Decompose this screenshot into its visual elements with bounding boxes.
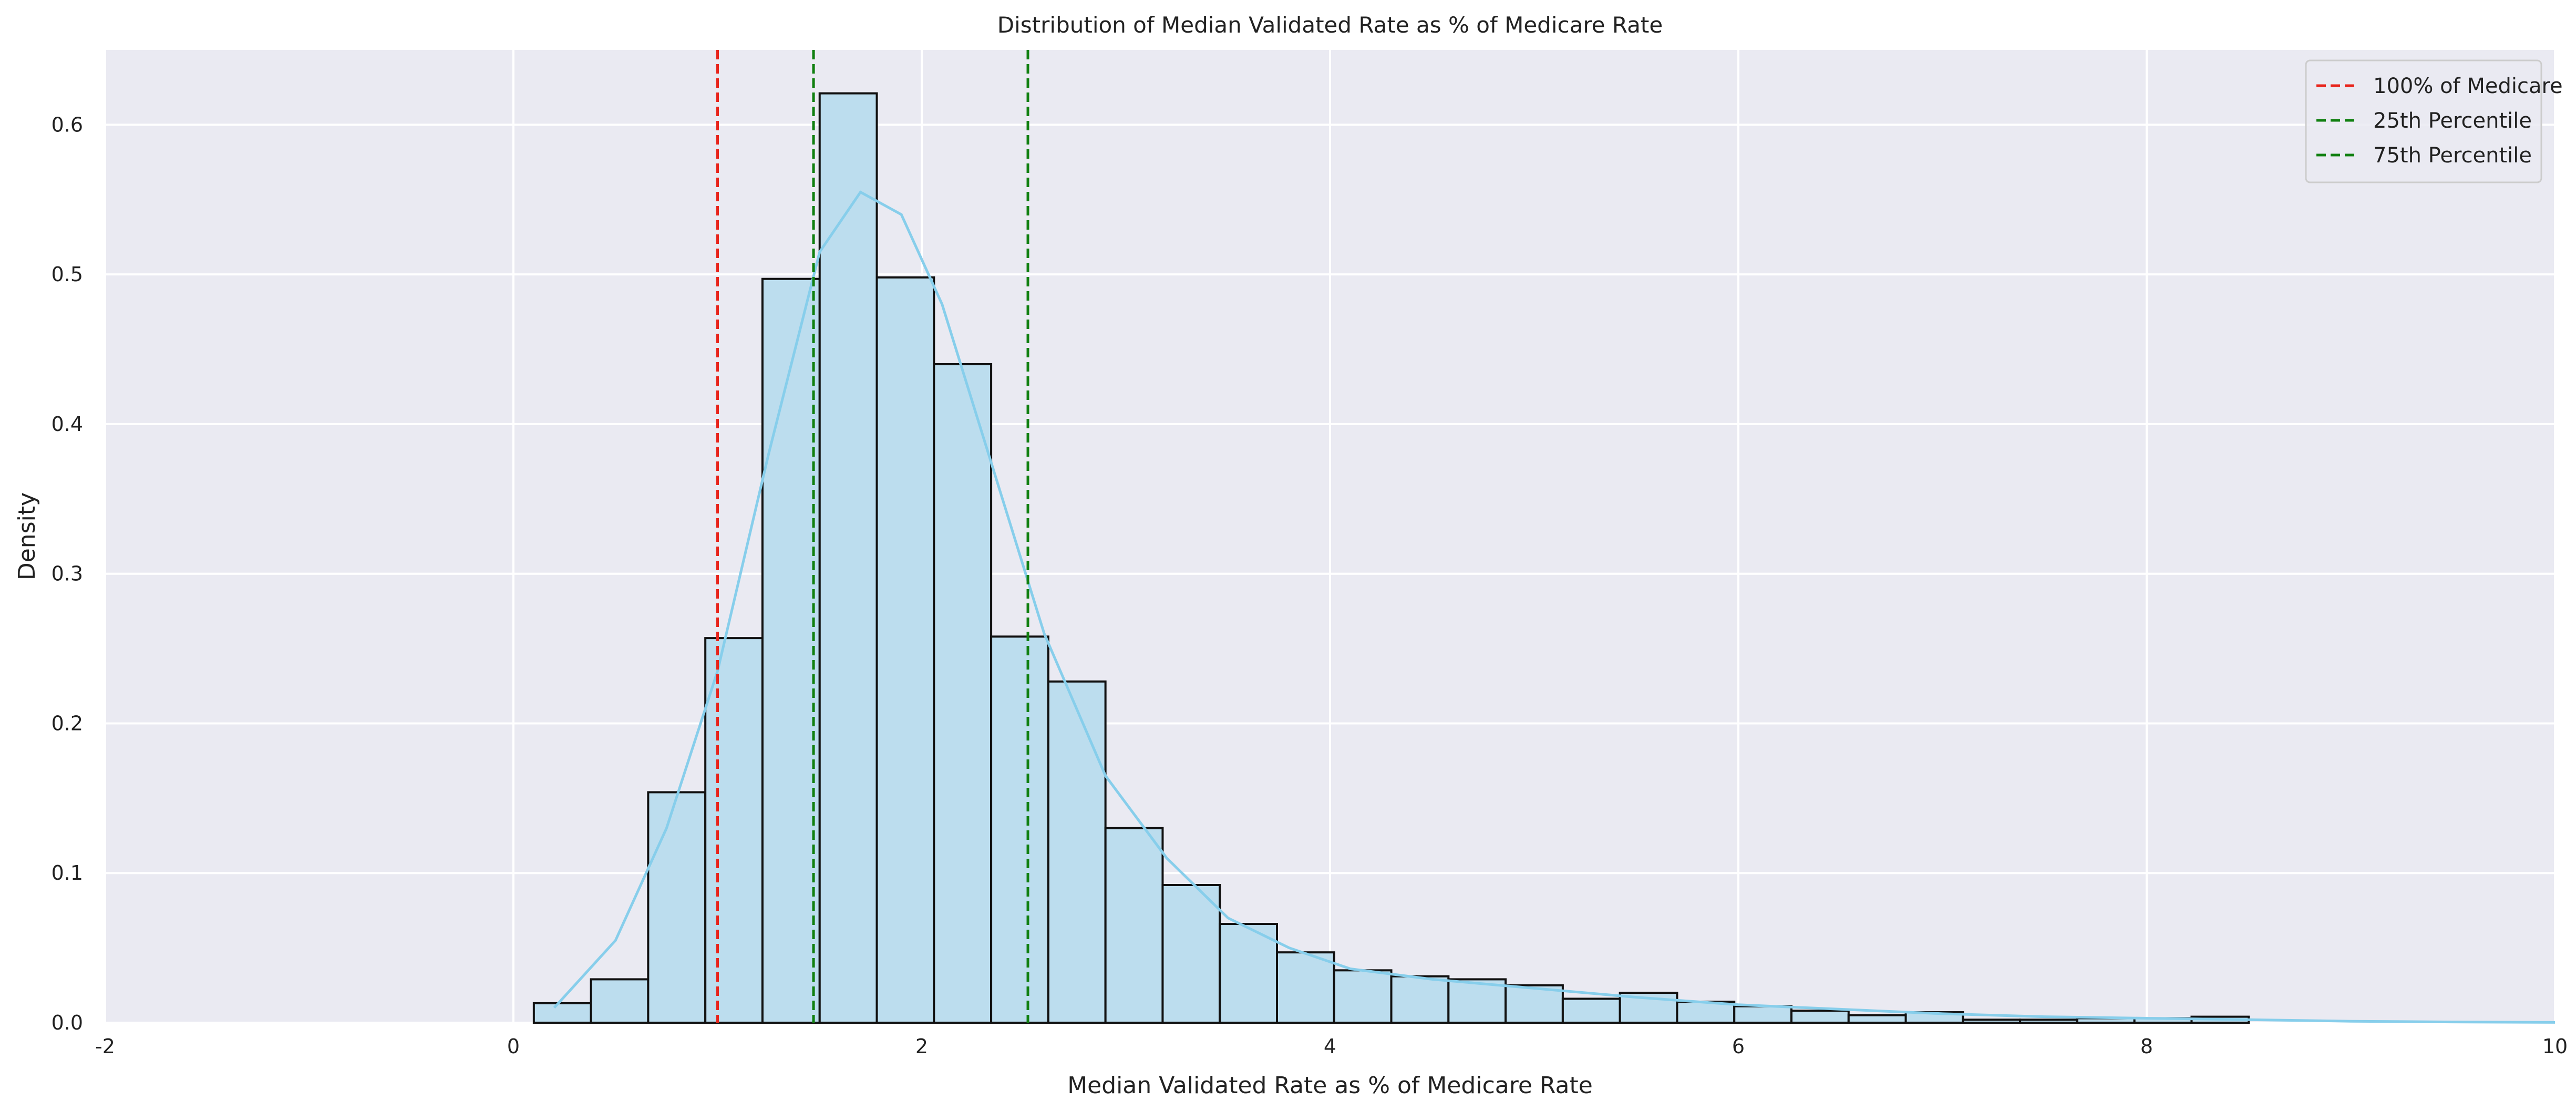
- x-tick-label: 2: [915, 1035, 928, 1058]
- legend-label: 25th Percentile: [2373, 109, 2532, 133]
- x-tick-labels: -2 0 2 4 6 8 10: [95, 1035, 2568, 1058]
- x-tick-label: 8: [2140, 1035, 2153, 1058]
- x-axis-label: Median Validated Rate as % of Medicare R…: [1067, 1072, 1593, 1099]
- histogram-bar: [1790, 1010, 1850, 1024]
- legend-box: [2305, 59, 2542, 183]
- histogram-bar: [818, 92, 878, 1024]
- x-tick-label: 6: [1732, 1035, 1745, 1058]
- histogram-bar: [1390, 975, 1450, 1024]
- chart-title: Distribution of Median Validated Rate as…: [997, 12, 1663, 38]
- y-tick-label: 0.0: [51, 1011, 83, 1034]
- histogram-bar: [1104, 827, 1164, 1024]
- y-tick-labels: 0.0 0.1 0.2 0.3 0.4 0.5 0.6: [51, 113, 83, 1034]
- x-tick-label: 4: [1324, 1035, 1336, 1058]
- y-tick-label: 0.3: [51, 562, 83, 585]
- histogram-bar: [1561, 997, 1621, 1024]
- x-tick-label: -2: [95, 1035, 115, 1058]
- x-tick-label: 0: [507, 1035, 520, 1058]
- histogram-bar: [2019, 1019, 2078, 1024]
- legend-label: 100% of Medicare: [2373, 74, 2563, 98]
- histogram-bar: [532, 1002, 592, 1024]
- y-axis-label: Density: [14, 492, 40, 580]
- histogram-bar: [1962, 1019, 2022, 1024]
- y-tick-label: 0.1: [51, 861, 83, 884]
- histogram-bar: [1161, 884, 1221, 1024]
- histogram-bar: [704, 637, 764, 1024]
- y-tick-label: 0.2: [51, 712, 83, 735]
- y-tick-label: 0.6: [51, 113, 83, 136]
- y-tick-label: 0.4: [51, 413, 83, 436]
- legend: 100% of Medicare 25th Percentile 75th Perc…: [2305, 59, 2563, 183]
- histogram-bar: [761, 277, 821, 1024]
- histogram-bar: [933, 363, 993, 1024]
- kde-curve: [553, 190, 2556, 1024]
- histogram-bar: [1505, 984, 1564, 1024]
- reference-lines: [716, 50, 1029, 1023]
- x-tick-label: 10: [2542, 1035, 2568, 1058]
- histogram-bar: [1275, 951, 1335, 1024]
- histogram-bar: [990, 635, 1049, 1024]
- histogram-bar: [647, 791, 707, 1024]
- histogram-bar: [1733, 1005, 1793, 1024]
- histogram-bar: [1047, 680, 1107, 1024]
- histogram-bar: [590, 978, 650, 1024]
- histogram-bar: [1333, 969, 1393, 1024]
- histogram-bar: [875, 276, 935, 1024]
- grid-lines: [104, 50, 2556, 1024]
- histogram-bar: [1847, 1014, 1907, 1024]
- y-tick-label: 0.5: [51, 263, 83, 286]
- legend-label: 75th Percentile: [2373, 143, 2532, 168]
